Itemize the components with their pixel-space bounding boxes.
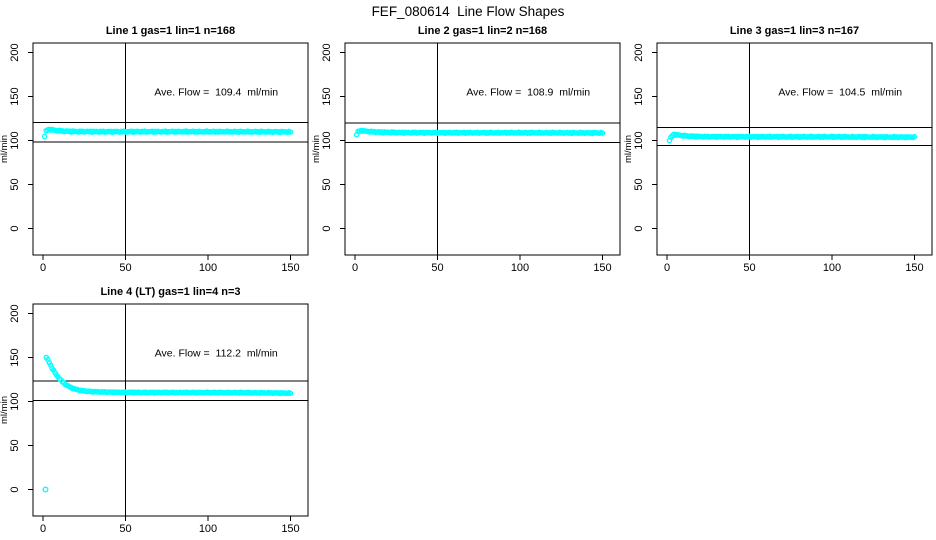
x-tick-label: 50 xyxy=(743,262,755,274)
y-axis: 0 50 100 150 200 xyxy=(9,304,33,493)
x-tick-label: 100 xyxy=(511,262,529,274)
x-tick-label: 0 xyxy=(664,262,670,274)
data-point xyxy=(287,129,294,135)
y-tick-label: 150 xyxy=(9,348,21,366)
y-tick-label: 50 xyxy=(9,178,21,190)
x-axis: 0 50 100 150 xyxy=(40,255,300,274)
ave-flow-annotation: Ave. Flow = 104.5 ml/min xyxy=(778,87,902,99)
scatter-points xyxy=(42,354,294,493)
y-tick-label: 50 xyxy=(633,178,645,190)
ave-flow-annotation: Ave. Flow = 112.2 ml/min xyxy=(155,348,278,360)
y-tick-label: 150 xyxy=(9,87,21,105)
y-tick-label: 100 xyxy=(9,392,21,410)
panel-plot: Line 4 (LT) gas=1 lin=4 n=3 0 50 100 150 0 50 1… xyxy=(0,286,309,535)
y-axis-label: ml/min xyxy=(624,135,634,163)
main-title: FEF_080614 Line Flow Shapes xyxy=(371,4,565,19)
x-tick-label: 100 xyxy=(199,523,217,535)
y-axis: 0 50 100 150 200 xyxy=(321,43,345,232)
panel-title: Line 3 gas=1 lin=3 n=167 xyxy=(730,25,859,37)
y-axis-label: ml/min xyxy=(312,135,322,163)
y-tick-label: 100 xyxy=(633,131,645,149)
x-axis: 0 50 100 150 xyxy=(664,255,924,274)
y-tick-label: 150 xyxy=(633,87,645,105)
plot-box xyxy=(32,42,309,256)
ave-flow-annotation: Ave. Flow = 109.4 ml/min xyxy=(154,87,278,99)
scatter-points xyxy=(353,127,606,138)
panel-2: Line 2 gas=1 lin=2 n=168 0 50 100 150 0 50 100 1… xyxy=(311,20,624,280)
y-tick-label: 200 xyxy=(321,43,333,61)
data-point xyxy=(41,133,48,140)
panel-title: Line 2 gas=1 lin=2 n=168 xyxy=(418,25,547,37)
x-tick-label: 150 xyxy=(281,523,299,535)
panel-plot: Line 3 gas=1 lin=3 n=167 0 50 100 150 0 50 100 1… xyxy=(623,25,933,274)
y-tick-label: 150 xyxy=(321,87,333,105)
plot-box xyxy=(344,42,621,256)
ave-flow-annotation: Ave. Flow = 108.9 ml/min xyxy=(466,87,590,99)
y-tick-label: 200 xyxy=(633,43,645,61)
data-point xyxy=(287,390,294,397)
x-tick-label: 100 xyxy=(199,262,217,274)
x-tick-label: 0 xyxy=(40,523,46,535)
data-point xyxy=(599,130,606,136)
panel-3: Line 3 gas=1 lin=3 n=167 0 50 100 150 0 50 100 1… xyxy=(623,20,936,280)
panel-title: Line 1 gas=1 lin=1 n=168 xyxy=(106,25,235,37)
y-tick-label: 200 xyxy=(9,43,21,61)
x-tick-label: 50 xyxy=(431,262,443,274)
x-tick-label: 150 xyxy=(593,262,611,274)
y-tick-label: 0 xyxy=(9,225,21,231)
panel-4: Line 4 (LT) gas=1 lin=4 n=3 0 50 100 150 0 50 1… xyxy=(0,281,312,540)
x-tick-label: 150 xyxy=(281,262,299,274)
x-tick-label: 0 xyxy=(352,262,358,274)
panel-title: Line 4 (LT) gas=1 lin=4 n=3 xyxy=(100,286,240,298)
x-tick-label: 100 xyxy=(823,262,841,274)
y-axis: 0 50 100 150 200 xyxy=(633,43,657,232)
y-tick-label: 100 xyxy=(321,131,333,149)
y-tick-label: 0 xyxy=(633,225,645,231)
y-tick-label: 0 xyxy=(321,225,333,231)
plot-box xyxy=(32,303,309,517)
y-tick-label: 100 xyxy=(9,131,21,149)
y-tick-label: 200 xyxy=(9,304,21,322)
y-axis-label: ml/min xyxy=(0,135,10,163)
y-tick-label: 50 xyxy=(321,178,333,190)
x-axis: 0 50 100 150 xyxy=(40,516,300,535)
y-axis: 0 50 100 150 200 xyxy=(9,43,33,232)
x-tick-label: 50 xyxy=(119,523,131,535)
panel-1: Line 1 gas=1 lin=1 n=168 0 50 100 150 0 50 100 1… xyxy=(0,20,312,280)
panel-plot: Line 2 gas=1 lin=2 n=168 0 50 100 150 0 50 100 1… xyxy=(311,25,621,274)
data-point xyxy=(911,133,918,140)
outlier-point xyxy=(42,486,49,493)
scatter-points xyxy=(41,126,294,140)
x-axis: 0 50 100 150 xyxy=(352,255,612,274)
x-tick-label: 50 xyxy=(119,262,131,274)
plot-box xyxy=(656,42,933,256)
y-tick-label: 50 xyxy=(9,439,21,451)
x-tick-label: 150 xyxy=(905,262,923,274)
x-tick-label: 0 xyxy=(40,262,46,274)
y-tick-label: 0 xyxy=(9,486,21,492)
scatter-points xyxy=(666,131,918,144)
panel-plot: Line 1 gas=1 lin=1 n=168 0 50 100 150 0 50 100 1… xyxy=(0,25,309,274)
y-axis-label: ml/min xyxy=(0,396,10,424)
